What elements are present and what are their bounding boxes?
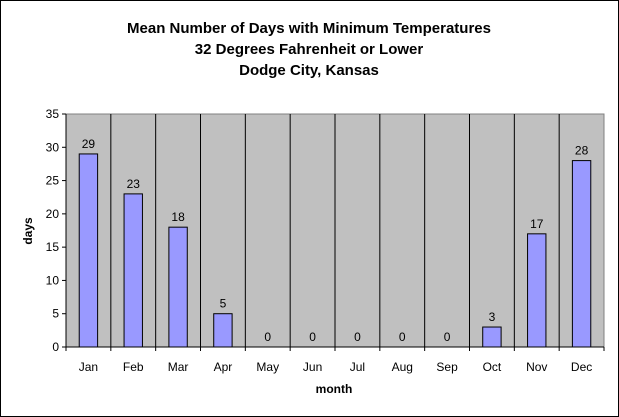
y-tick-label: 10 <box>46 273 60 287</box>
x-tick-label-mar: Mar <box>168 360 189 374</box>
x-tick-label-jan: Jan <box>79 360 98 374</box>
bar-oct <box>482 326 502 348</box>
bar-dec <box>571 160 592 348</box>
data-label-mar: 18 <box>171 210 185 224</box>
chart-title-line-3: Dodge City, Kansas <box>239 62 379 79</box>
y-tick-label: 15 <box>46 240 60 254</box>
x-tick-label-jul: Jul <box>350 360 365 374</box>
bar-mar <box>168 226 188 348</box>
x-axis: Jan Feb Mar Apr May Jun Jul Aug Sep Oct Nov Dec <box>65 346 605 374</box>
chart-title-line-1: Mean Number of Days with Minimum Tempera… <box>127 20 491 37</box>
x-axis-title: month <box>316 382 353 396</box>
y-tick-label: 35 <box>46 107 60 121</box>
x-tick-label-nov: Nov <box>526 360 547 374</box>
data-label-oct: 3 <box>489 310 496 324</box>
y-tick-label: 0 <box>52 340 59 354</box>
x-tick-label-apr: Apr <box>214 360 233 374</box>
bar-apr <box>213 313 233 348</box>
data-label-jan: 29 <box>82 137 96 151</box>
chart-title-line-2: 32 Degrees Fahrenheit or Lower <box>195 41 424 58</box>
bar-nov <box>527 233 547 348</box>
category-dividers <box>110 114 560 347</box>
data-label-aug: 0 <box>399 330 406 344</box>
bar-jan <box>78 153 99 348</box>
y-tick-label: 25 <box>46 174 60 188</box>
x-tick-label-aug: Aug <box>392 360 413 374</box>
x-tick-label-sep: Sep <box>436 360 458 374</box>
y-axis-title: days <box>21 217 35 245</box>
data-label-may: 0 <box>264 330 271 344</box>
data-label-feb: 23 <box>127 177 141 191</box>
y-axis: 0 5 10 15 20 25 30 35 <box>46 107 67 354</box>
x-tick-label-feb: Feb <box>123 360 144 374</box>
data-label-jun: 0 <box>309 330 316 344</box>
bar-series <box>78 153 592 348</box>
data-label-nov: 17 <box>530 217 544 231</box>
data-label-dec: 28 <box>575 144 589 158</box>
x-tick-label-oct: Oct <box>483 360 502 374</box>
bar-feb <box>123 193 143 348</box>
y-tick-label: 30 <box>46 140 60 154</box>
data-label-sep: 0 <box>444 330 451 344</box>
x-tick-label-jun: Jun <box>303 360 322 374</box>
data-label-jul: 0 <box>354 330 361 344</box>
x-tick-label-may: May <box>256 360 279 374</box>
y-tick-label: 5 <box>52 307 59 321</box>
data-labels: 29 23 18 5 0 0 0 0 0 3 17 28 <box>82 137 589 344</box>
x-tick-label-dec: Dec <box>571 360 592 374</box>
y-tick-label: 20 <box>46 207 60 221</box>
data-label-apr: 5 <box>220 297 227 311</box>
